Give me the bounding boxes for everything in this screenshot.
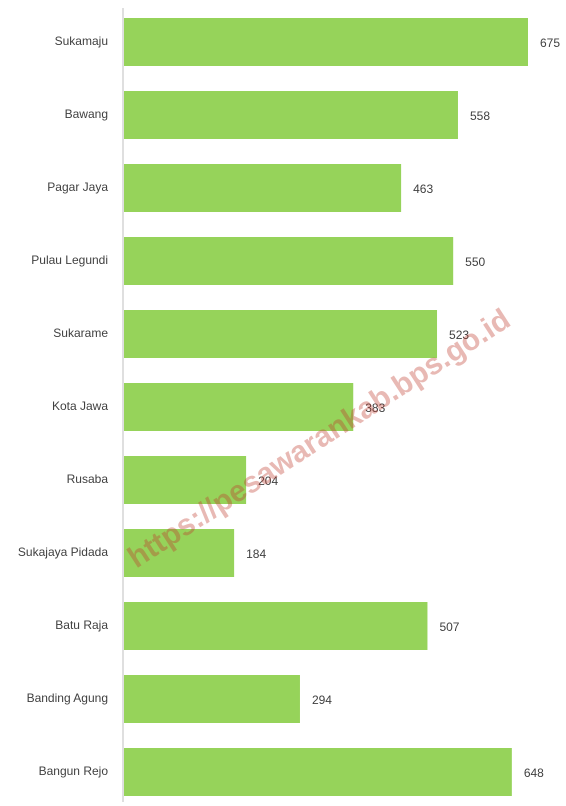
category-label: Bawang xyxy=(65,107,108,121)
value-label: 184 xyxy=(246,547,266,561)
category-label: Sukamaju xyxy=(55,34,108,48)
value-label: 558 xyxy=(470,109,490,123)
category-label: Rusaba xyxy=(67,472,109,486)
category-label: Bangun Rejo xyxy=(39,764,109,778)
category-label: Banding Agung xyxy=(27,691,108,705)
category-label: Pulau Legundi xyxy=(31,253,108,267)
bar xyxy=(124,91,458,139)
value-label: 383 xyxy=(365,401,385,415)
category-label: Batu Raja xyxy=(55,618,108,632)
value-label: 648 xyxy=(524,766,544,780)
bar xyxy=(124,748,512,796)
value-label: 523 xyxy=(449,328,469,342)
bar xyxy=(124,310,438,358)
value-label: 204 xyxy=(258,474,278,488)
value-label: 463 xyxy=(413,182,433,196)
bar xyxy=(124,237,454,285)
bar xyxy=(124,383,354,431)
category-label: Sukajaya Pidada xyxy=(18,545,108,559)
bar xyxy=(124,602,428,650)
bar xyxy=(124,529,235,577)
category-label: Pagar Jaya xyxy=(47,180,108,194)
category-label: Sukarame xyxy=(53,326,108,340)
bar xyxy=(124,456,247,504)
bar xyxy=(124,164,402,212)
bar xyxy=(124,675,300,723)
category-label: Kota Jawa xyxy=(52,399,108,413)
value-label: 550 xyxy=(465,255,485,269)
value-label: 507 xyxy=(439,620,459,634)
value-label: 675 xyxy=(540,36,560,50)
value-label: 294 xyxy=(312,693,332,707)
bar xyxy=(124,18,528,66)
